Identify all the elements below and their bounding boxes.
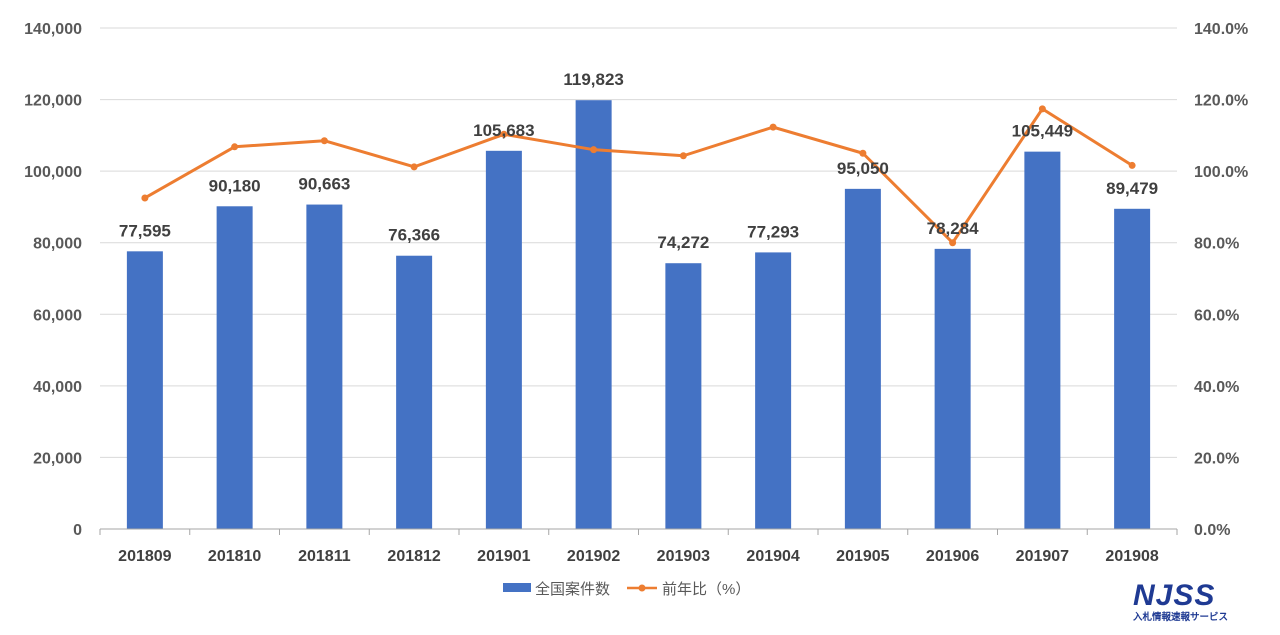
x-tick-label: 201809 bbox=[118, 548, 171, 565]
legend: 全国案件数 前年比（%） bbox=[503, 580, 750, 598]
line-point bbox=[1038, 105, 1046, 113]
line-point bbox=[141, 194, 149, 202]
right-tick-label: 40.0% bbox=[1194, 379, 1239, 396]
x-tick-label: 201812 bbox=[387, 548, 440, 565]
left-axis-ticks: 0 20,000 40,000 60,000 80,000 100,000 120,000 1… bbox=[24, 21, 82, 539]
left-tick-label: 20,000 bbox=[33, 450, 82, 467]
line-path bbox=[144, 107, 1133, 245]
bar bbox=[126, 251, 163, 530]
right-tick-label: 60.0% bbox=[1194, 307, 1239, 324]
bar bbox=[575, 100, 612, 529]
bar bbox=[306, 204, 343, 530]
bar-value-label: 90,180 bbox=[209, 176, 261, 195]
line-point bbox=[679, 152, 687, 160]
x-tick-label: 201903 bbox=[657, 548, 710, 565]
x-tick-label: 201908 bbox=[1105, 548, 1158, 565]
bar bbox=[1024, 151, 1061, 529]
x-tick-label: 201902 bbox=[567, 548, 620, 565]
bar-value-label: 105,683 bbox=[473, 121, 534, 140]
line-point bbox=[769, 123, 777, 131]
x-tick-label: 201905 bbox=[836, 548, 889, 565]
gridlines bbox=[100, 27, 1177, 458]
line-point bbox=[859, 149, 867, 157]
bar-value-label: 77,293 bbox=[747, 222, 799, 241]
left-tick-label: 60,000 bbox=[33, 307, 82, 324]
left-tick-label: 0 bbox=[73, 522, 82, 539]
x-tick-label: 201906 bbox=[926, 548, 979, 565]
line-point bbox=[590, 146, 598, 154]
bar bbox=[844, 188, 881, 529]
bar bbox=[1114, 208, 1151, 529]
bar-value-label: 90,663 bbox=[298, 175, 350, 194]
bar bbox=[665, 263, 702, 529]
x-tick-label: 201904 bbox=[746, 548, 799, 565]
bar-series bbox=[126, 100, 1151, 530]
right-tick-label: 0.0% bbox=[1194, 522, 1230, 539]
bar-value-label: 78,284 bbox=[927, 219, 980, 238]
left-tick-label: 120,000 bbox=[24, 93, 82, 110]
legend-bar-swatch bbox=[503, 583, 531, 592]
bar bbox=[934, 248, 971, 530]
line-series bbox=[141, 105, 1136, 247]
x-tick-label: 201907 bbox=[1016, 548, 1069, 565]
x-axis bbox=[99, 528, 1178, 535]
line-point bbox=[500, 130, 508, 138]
line-point bbox=[320, 137, 328, 145]
bar bbox=[485, 150, 522, 529]
line-point bbox=[949, 239, 957, 247]
bar-value-label: 105,449 bbox=[1012, 122, 1073, 141]
legend-bar-label: 全国案件数 bbox=[535, 580, 610, 598]
line-point bbox=[410, 163, 418, 171]
bar-data-labels: 77,595 90,180 90,663 76,366 105,683 119,823 74… bbox=[119, 70, 1158, 252]
bar-value-label: 76,366 bbox=[388, 226, 440, 245]
logo-text: NJSS bbox=[1133, 579, 1215, 612]
line-point bbox=[231, 143, 239, 151]
bar bbox=[396, 255, 433, 529]
right-axis-ticks: 0.0% 20.0% 40.0% 60.0% 80.0% 100.0% 120.0% 140.… bbox=[1194, 21, 1248, 539]
right-tick-label: 80.0% bbox=[1194, 236, 1239, 253]
right-tick-label: 20.0% bbox=[1194, 450, 1239, 467]
left-tick-label: 80,000 bbox=[33, 236, 82, 253]
left-tick-label: 40,000 bbox=[33, 379, 82, 396]
bar-value-label: 95,050 bbox=[837, 159, 889, 178]
right-tick-label: 120.0% bbox=[1194, 93, 1248, 110]
legend-line-marker bbox=[638, 584, 646, 592]
x-tick-label: 201811 bbox=[298, 548, 351, 565]
bar bbox=[755, 252, 792, 529]
bar bbox=[216, 206, 253, 529]
bar-value-label: 119,823 bbox=[563, 70, 624, 89]
right-tick-label: 100.0% bbox=[1194, 164, 1248, 181]
left-tick-label: 100,000 bbox=[24, 164, 82, 181]
x-tick-label: 201810 bbox=[208, 548, 261, 565]
left-tick-label: 140,000 bbox=[24, 21, 82, 38]
logo-subtitle: 入札情報速報サービス bbox=[1132, 611, 1228, 623]
right-tick-label: 140.0% bbox=[1194, 21, 1248, 38]
x-tick-label: 201901 bbox=[477, 548, 530, 565]
bar-value-label: 77,595 bbox=[119, 221, 171, 240]
njss-logo: NJSS 入札情報速報サービス bbox=[1132, 579, 1228, 623]
line-point bbox=[1128, 161, 1136, 169]
bar-value-label: 74,272 bbox=[657, 233, 709, 252]
legend-line-label: 前年比（%） bbox=[662, 581, 750, 598]
bar-value-label: 89,479 bbox=[1106, 179, 1158, 198]
x-axis-tick-labels: 201809 201810 201811 201812 201901 201902 2019… bbox=[118, 548, 1159, 565]
